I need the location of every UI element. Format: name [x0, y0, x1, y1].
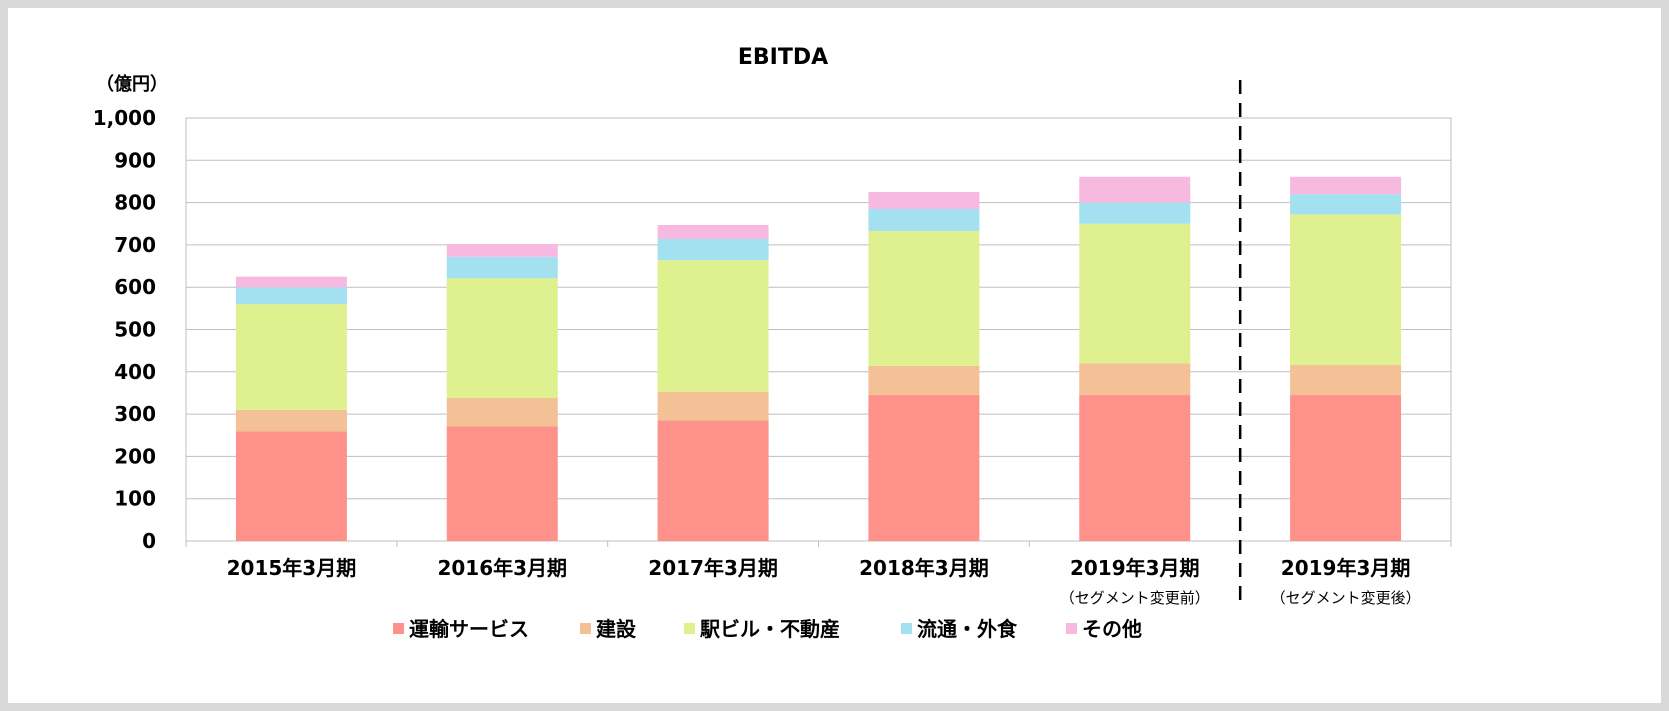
legend-label: 駅ビル・不動産	[699, 617, 840, 641]
x-category-label: 2019年3月期	[1070, 556, 1200, 580]
chart-title: EBITDA	[738, 45, 828, 70]
y-tick-label: 800	[114, 191, 156, 215]
x-category-label: 2016年3月期	[437, 556, 567, 580]
bar-segment	[868, 208, 980, 231]
y-tick-label: 700	[114, 233, 156, 257]
y-tick-label: 1,000	[93, 106, 156, 130]
y-tick-label: 0	[142, 529, 156, 553]
bar-segment	[1079, 176, 1191, 203]
x-category-label: 2019年3月期	[1281, 556, 1411, 580]
legend-label: その他	[1082, 617, 1142, 641]
bar-segment	[235, 409, 347, 432]
legend: 運輸サービス 建設 駅ビル・不動産 流通・外食 その他	[393, 617, 1142, 641]
y-tick-label: 500	[114, 318, 156, 342]
bar-segment	[868, 192, 980, 209]
legend-label: 運輸サービス	[409, 617, 529, 641]
bar-segment	[1290, 176, 1402, 195]
y-tick-label: 100	[114, 487, 156, 511]
bar-segment	[868, 365, 980, 396]
x-category-label: 2018年3月期	[859, 556, 989, 580]
bar-segment	[1290, 214, 1402, 366]
bar-segment	[657, 260, 769, 392]
legend-swatch	[393, 623, 404, 634]
bar-segment	[1290, 194, 1402, 215]
bar-segment	[235, 276, 347, 288]
legend-label: 建設	[596, 617, 637, 641]
bar-segment	[1079, 363, 1191, 396]
bar-segment	[1290, 395, 1402, 541]
bar-segment	[657, 238, 769, 261]
x-category-sublabel: （セグメント変更前）	[1060, 589, 1210, 607]
legend-swatch	[901, 623, 912, 634]
bar-segment	[446, 244, 558, 257]
bar-segment	[446, 398, 558, 427]
legend-label: 流通・外食	[917, 617, 1018, 641]
bar-segment	[446, 426, 558, 541]
y-tick-label: 600	[114, 275, 156, 299]
bar-segment	[235, 304, 347, 410]
x-category-label: 2017年3月期	[648, 556, 778, 580]
bar-segment	[657, 225, 769, 239]
bar-segment	[868, 395, 980, 541]
y-tick-label: 400	[114, 360, 156, 384]
unit-label: （億円）	[96, 73, 168, 95]
legend-swatch	[580, 623, 591, 634]
chart-frame: EBITDA （億円） 0 100 200 300 400 500 600 700 800 900…	[8, 8, 1661, 703]
bar-segment	[446, 278, 558, 399]
bar-segment	[1079, 395, 1191, 541]
bar-segment	[235, 431, 347, 541]
y-tick-label: 900	[114, 148, 156, 172]
x-category-label: 2015年3月期	[227, 556, 357, 580]
y-tick-label: 300	[114, 402, 156, 426]
bar-segment	[657, 391, 769, 421]
x-category-sublabel: （セグメント変更後）	[1271, 589, 1421, 607]
legend-swatch	[1066, 623, 1077, 634]
legend-swatch	[684, 623, 695, 634]
bar-segment	[657, 420, 769, 541]
plot-area: 0 100 200 300 400 500 600 700 800 900 1,000 2015年3月…	[93, 80, 1452, 607]
bar-segment	[446, 256, 558, 279]
bar-segment	[1290, 365, 1402, 396]
bar-segment	[1079, 223, 1191, 364]
y-tick-label: 200	[114, 444, 156, 468]
bar-segment	[868, 230, 980, 366]
bar-segment	[235, 287, 347, 305]
ebitda-chart: EBITDA （億円） 0 100 200 300 400 500 600 700 800 900…	[93, 45, 1452, 641]
bar-segment	[1079, 202, 1191, 224]
